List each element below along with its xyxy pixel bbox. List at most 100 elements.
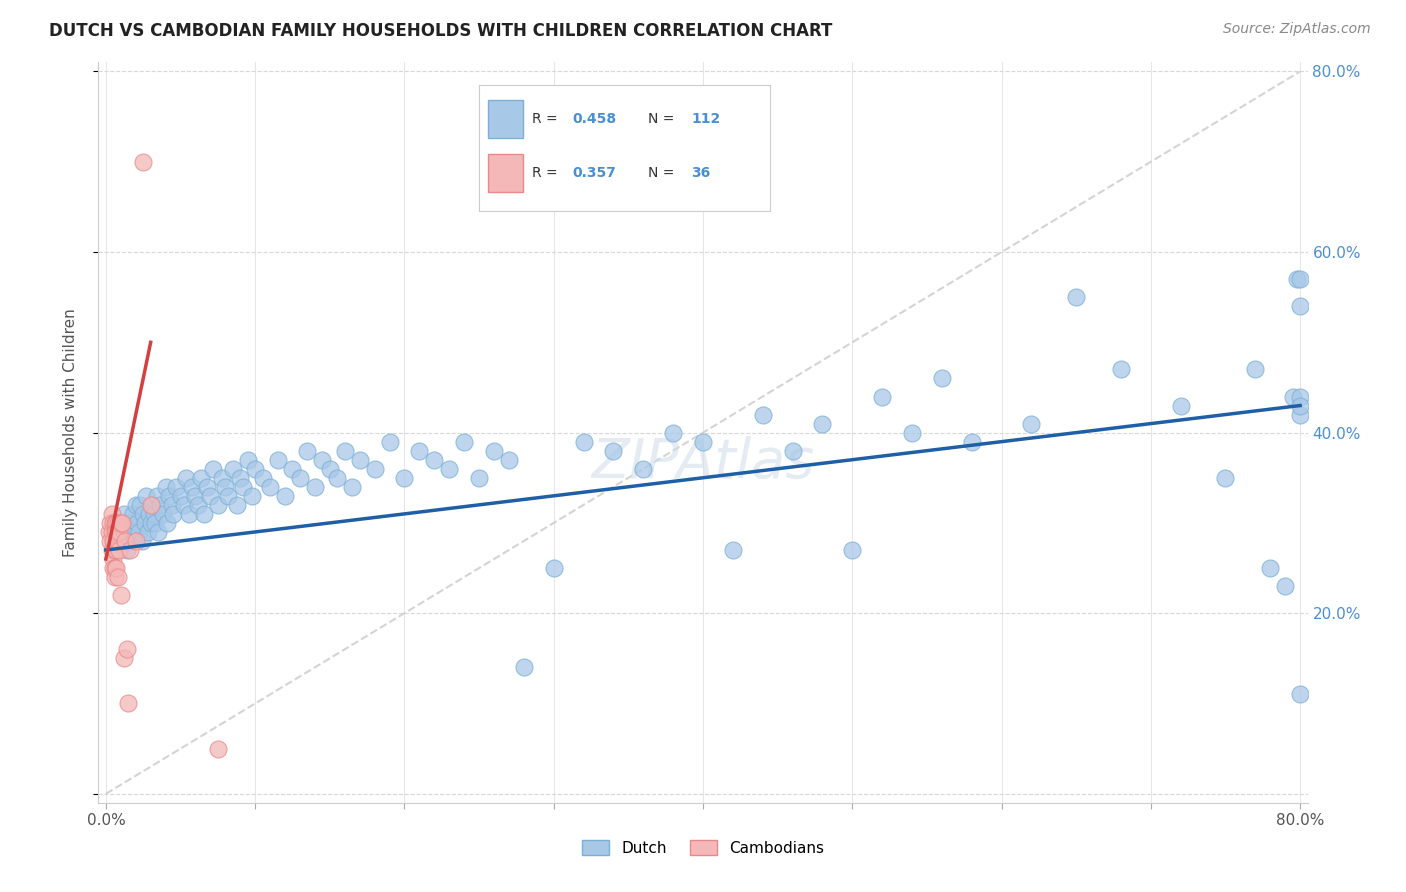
Point	[157, 489, 180, 503]
Point	[1281, 390, 1303, 404]
Point	[105, 524, 128, 539]
Text: Source: ZipAtlas.com: Source: ZipAtlas.com	[1223, 22, 1371, 37]
Text: DUTCH VS CAMBODIAN FAMILY HOUSEHOLDS WITH CHILDREN CORRELATION CHART: DUTCH VS CAMBODIAN FAMILY HOUSEHOLDS WIT…	[49, 22, 832, 40]
Point	[453, 434, 475, 449]
Point	[98, 516, 121, 530]
Point	[105, 561, 128, 575]
Point	[304, 480, 326, 494]
Point	[135, 489, 157, 503]
Point	[176, 471, 198, 485]
Point	[1274, 579, 1296, 593]
Point	[173, 498, 195, 512]
Point	[1289, 299, 1312, 313]
Point	[134, 516, 156, 530]
Point	[259, 480, 281, 494]
Point	[105, 516, 128, 530]
Point	[782, 443, 804, 458]
Point	[232, 480, 254, 494]
Point	[1289, 408, 1312, 422]
Point	[207, 498, 229, 512]
Point	[108, 524, 131, 539]
Point	[721, 543, 744, 558]
Point	[439, 461, 461, 475]
Point	[751, 408, 773, 422]
Point	[121, 507, 143, 521]
Point	[572, 434, 595, 449]
Point	[125, 533, 148, 548]
Point	[138, 507, 160, 521]
Point	[110, 516, 132, 530]
Point	[288, 471, 311, 485]
Point	[112, 651, 135, 665]
Point	[349, 452, 371, 467]
Point	[468, 471, 491, 485]
Point	[152, 507, 174, 521]
Point	[1021, 417, 1043, 431]
Point	[181, 480, 204, 494]
Point	[408, 443, 430, 458]
Point	[160, 498, 183, 512]
Point	[117, 516, 139, 530]
Point	[266, 452, 288, 467]
Point	[105, 543, 128, 558]
Point	[811, 417, 834, 431]
Point	[103, 561, 125, 575]
Point	[127, 516, 149, 530]
Text: ZIPAtlas: ZIPAtlas	[592, 435, 814, 489]
Point	[107, 570, 129, 584]
Point	[149, 498, 172, 512]
Point	[145, 489, 167, 503]
Point	[1170, 399, 1192, 413]
Point	[122, 533, 145, 548]
Point	[200, 489, 222, 503]
Point	[1289, 390, 1312, 404]
Point	[236, 452, 259, 467]
Point	[143, 516, 166, 530]
Point	[118, 543, 141, 558]
Point	[101, 543, 124, 558]
Point	[132, 507, 155, 521]
Point	[229, 471, 252, 485]
Point	[423, 452, 446, 467]
Y-axis label: Family Households with Children: Family Households with Children	[63, 309, 77, 557]
Point	[128, 524, 150, 539]
Point	[333, 443, 356, 458]
Point	[155, 480, 177, 494]
Point	[602, 443, 624, 458]
Point	[107, 516, 129, 530]
Point	[281, 461, 304, 475]
Point	[101, 524, 124, 539]
Point	[513, 660, 536, 674]
Legend: Dutch, Cambodians: Dutch, Cambodians	[575, 834, 831, 862]
Point	[107, 516, 129, 530]
Point	[1109, 362, 1132, 376]
Point	[104, 516, 127, 530]
Point	[378, 434, 401, 449]
Point	[112, 507, 135, 521]
Point	[146, 524, 169, 539]
Point	[222, 461, 245, 475]
Point	[252, 471, 274, 485]
Point	[104, 570, 127, 584]
Point	[103, 533, 125, 548]
Point	[131, 533, 153, 548]
Point	[1215, 471, 1237, 485]
Point	[190, 471, 212, 485]
Point	[633, 461, 655, 475]
Point	[1289, 399, 1312, 413]
Point	[115, 543, 138, 558]
Point	[197, 480, 219, 494]
Point	[543, 561, 565, 575]
Point	[482, 443, 505, 458]
Point	[1289, 272, 1312, 286]
Point	[115, 642, 138, 657]
Point	[931, 371, 953, 385]
Point	[104, 543, 127, 558]
Point	[103, 552, 125, 566]
Point	[217, 489, 239, 503]
Point	[214, 480, 236, 494]
Point	[169, 489, 191, 503]
Point	[340, 480, 363, 494]
Point	[129, 498, 152, 512]
Point	[1064, 290, 1087, 304]
